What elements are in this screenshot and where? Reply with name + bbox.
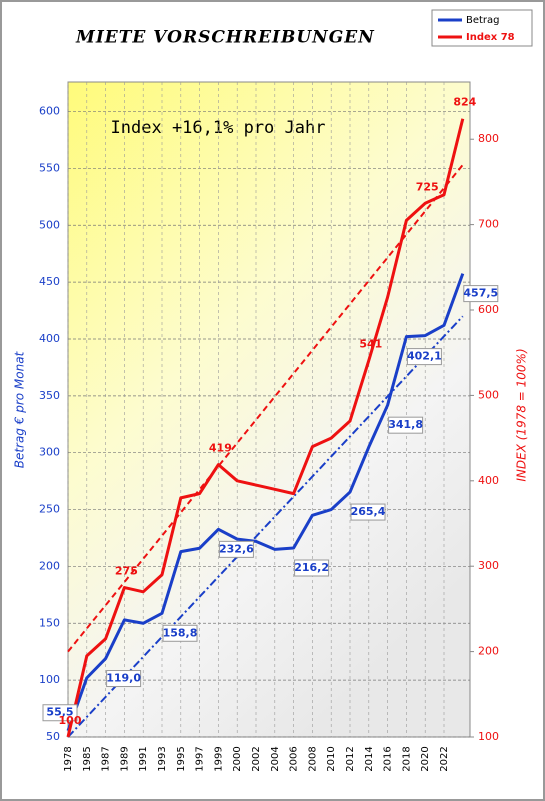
- y2-tick-label: 700: [478, 218, 499, 231]
- x-tick-label: 2010: [326, 746, 337, 771]
- y-tick-label: 50: [46, 730, 60, 743]
- chart-title: MIETE VORSCHREIBUNGEN: [75, 28, 375, 48]
- x-tick-label: 1999: [213, 746, 224, 771]
- x-tick-label: 1991: [138, 746, 149, 771]
- data-label: 232,6: [219, 542, 254, 555]
- y-tick-label: 250: [39, 503, 60, 516]
- y-axis-label: Betrag € pro Monat: [13, 350, 27, 468]
- data-label: 541: [359, 337, 382, 350]
- x-tick-label: 2002: [251, 746, 262, 771]
- x-tick-label: 1989: [119, 746, 130, 771]
- series-line: [66, 273, 465, 732]
- x-tick-label: 2018: [401, 746, 412, 771]
- y-tick-label: 450: [39, 275, 60, 288]
- y-tick-label: 100: [39, 673, 60, 686]
- y-tick-label: 300: [39, 446, 60, 459]
- annotation: Index +16,1% pro Jahr: [111, 118, 326, 138]
- data-label: 216,2: [294, 561, 329, 574]
- y-tick-label: 550: [39, 161, 60, 174]
- data-label: 265,4: [351, 505, 386, 518]
- series-line: [66, 118, 465, 738]
- data-label: 275: [115, 565, 138, 578]
- data-label-box: [388, 416, 424, 434]
- trend-line: [67, 164, 464, 653]
- y-tick-label: 200: [39, 559, 60, 572]
- legend-label: Betrag: [466, 15, 500, 26]
- y-tick-label: 500: [39, 218, 60, 231]
- y2-tick-label: 300: [478, 559, 499, 572]
- x-tick-label: 2016: [383, 746, 394, 771]
- y-tick-label: 350: [39, 389, 60, 402]
- x-tick-label: 1995: [176, 746, 187, 771]
- data-label-box: [218, 540, 254, 558]
- y2-tick-label: 100: [478, 730, 499, 743]
- data-label-box: [463, 285, 499, 303]
- legend-box: [431, 9, 533, 47]
- data-label: 419: [209, 442, 232, 455]
- x-tick-label: 2012: [345, 746, 356, 771]
- data-label: 402,1: [407, 350, 442, 363]
- y-tick-label: 600: [39, 105, 60, 118]
- data-label: 725: [416, 180, 439, 193]
- data-label: 119,0: [106, 672, 141, 685]
- plot-area: [67, 81, 471, 738]
- x-tick-label: 2004: [270, 746, 281, 771]
- trend-line: [67, 315, 464, 738]
- data-label: 158,8: [163, 626, 198, 639]
- data-label-box: [294, 559, 330, 577]
- x-tick-label: 2022: [439, 746, 450, 771]
- x-tick-label: 1993: [157, 746, 168, 771]
- legend: Betrag Index 78: [431, 9, 533, 47]
- data-label: 55,5: [46, 706, 73, 719]
- x-tick-label: 2008: [307, 746, 318, 771]
- x-tick-label: 2020: [420, 746, 431, 771]
- y2-tick-label: 600: [478, 303, 499, 316]
- x-tick-label: 1987: [101, 746, 112, 771]
- x-tick-label: 1978: [63, 746, 74, 771]
- y2-tick-label: 800: [478, 132, 499, 145]
- x-tick-label: 1985: [82, 746, 93, 771]
- data-label: 824: [453, 96, 476, 109]
- data-label: 100: [59, 714, 82, 727]
- x-tick-label: 2014: [364, 746, 375, 771]
- data-label: 341,8: [388, 418, 423, 431]
- data-label-box: [42, 704, 78, 722]
- data-label-box: [406, 348, 442, 366]
- y2-axis-label: INDEX (1978 = 100%): [515, 348, 529, 481]
- data-label: 457,5: [463, 287, 498, 300]
- data-label-box: [162, 624, 198, 642]
- data-label-box: [350, 503, 386, 521]
- y2-tick-label: 200: [478, 645, 499, 658]
- x-tick-label: 2000: [232, 746, 243, 771]
- legend-label: Index 78: [466, 32, 515, 43]
- y2-tick-label: 500: [478, 388, 499, 401]
- x-tick-label: 1997: [195, 746, 206, 771]
- data-label-box: [106, 670, 142, 688]
- x-tick-label: 2006: [289, 746, 300, 771]
- y-tick-label: 400: [39, 332, 60, 345]
- y-tick-label: 150: [39, 616, 60, 629]
- y2-tick-label: 400: [478, 474, 499, 487]
